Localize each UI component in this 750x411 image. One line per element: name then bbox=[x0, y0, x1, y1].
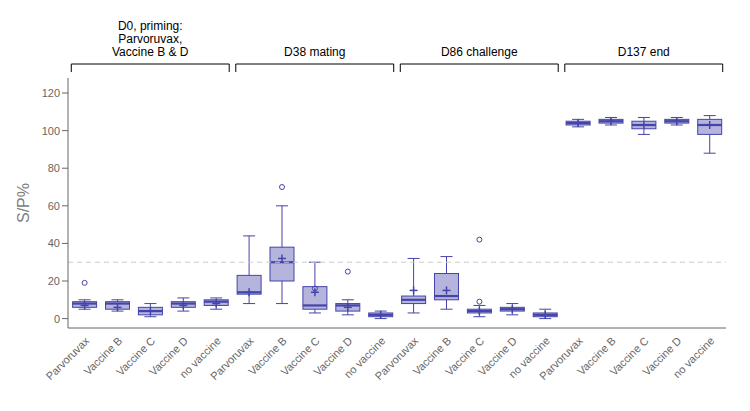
svg-text:Vaccine B: Vaccine B bbox=[81, 334, 125, 378]
svg-text:Vaccine C: Vaccine C bbox=[607, 334, 651, 378]
svg-text:Parvoruvax: Parvoruvax bbox=[44, 334, 92, 382]
svg-text:D0, priming:Parvoruvax,Vaccine: D0, priming:Parvoruvax,Vaccine B & D bbox=[112, 19, 189, 59]
svg-text:Vaccine D: Vaccine D bbox=[146, 334, 191, 378]
svg-text:Vaccine B: Vaccine B bbox=[245, 334, 289, 378]
svg-text:no vaccine: no vaccine bbox=[671, 334, 717, 380]
svg-text:D137 end: D137 end bbox=[618, 45, 670, 59]
svg-text:D86 challenge: D86 challenge bbox=[441, 45, 518, 59]
svg-text:D38 mating: D38 mating bbox=[284, 45, 345, 59]
svg-text:Vaccine C: Vaccine C bbox=[113, 334, 158, 378]
svg-text:80: 80 bbox=[48, 162, 60, 174]
svg-text:20: 20 bbox=[48, 275, 60, 287]
svg-text:120: 120 bbox=[42, 87, 60, 99]
svg-text:no vaccine: no vaccine bbox=[341, 334, 388, 381]
svg-text:Vaccine C: Vaccine C bbox=[442, 334, 487, 378]
svg-text:Vaccine D: Vaccine D bbox=[640, 334, 684, 378]
svg-text:Vaccine B: Vaccine B bbox=[410, 334, 454, 378]
svg-text:Vaccine B: Vaccine B bbox=[574, 334, 618, 378]
svg-text:Vaccine C: Vaccine C bbox=[278, 334, 322, 378]
svg-text:0: 0 bbox=[54, 313, 60, 325]
svg-text:100: 100 bbox=[42, 125, 60, 137]
svg-text:Parvoruvax: Parvoruvax bbox=[208, 334, 256, 382]
svg-text:40: 40 bbox=[48, 237, 60, 249]
svg-text:S/P%: S/P% bbox=[15, 183, 32, 223]
svg-text:Parvoruvax: Parvoruvax bbox=[373, 334, 421, 382]
svg-text:Vaccine D: Vaccine D bbox=[311, 334, 355, 378]
svg-text:no vaccine: no vaccine bbox=[506, 334, 552, 381]
svg-text:Parvoruvax: Parvoruvax bbox=[537, 334, 585, 382]
svg-text:60: 60 bbox=[48, 200, 60, 212]
svg-text:no vaccine: no vaccine bbox=[177, 334, 223, 381]
svg-text:Vaccine D: Vaccine D bbox=[475, 334, 520, 378]
